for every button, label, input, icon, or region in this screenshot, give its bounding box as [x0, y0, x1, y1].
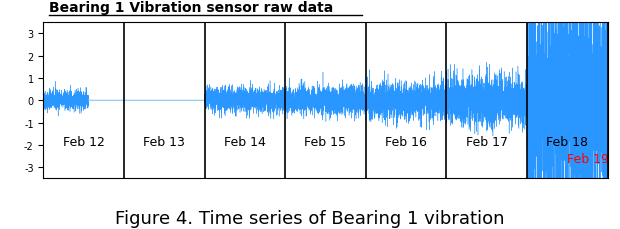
Text: Feb 15: Feb 15 — [304, 135, 347, 148]
Text: Feb 12: Feb 12 — [63, 135, 105, 148]
Text: Feb 14: Feb 14 — [224, 135, 266, 148]
Text: Feb 19: Feb 19 — [567, 152, 609, 165]
Text: Feb 13: Feb 13 — [143, 135, 185, 148]
Text: Bearing 1 Vibration sensor raw data: Bearing 1 Vibration sensor raw data — [49, 1, 334, 15]
Text: Feb 18: Feb 18 — [546, 135, 588, 148]
Text: Figure 4. Time series of Bearing 1 vibration: Figure 4. Time series of Bearing 1 vibra… — [115, 209, 505, 227]
Text: Feb 17: Feb 17 — [466, 135, 508, 148]
Text: Feb 16: Feb 16 — [385, 135, 427, 148]
